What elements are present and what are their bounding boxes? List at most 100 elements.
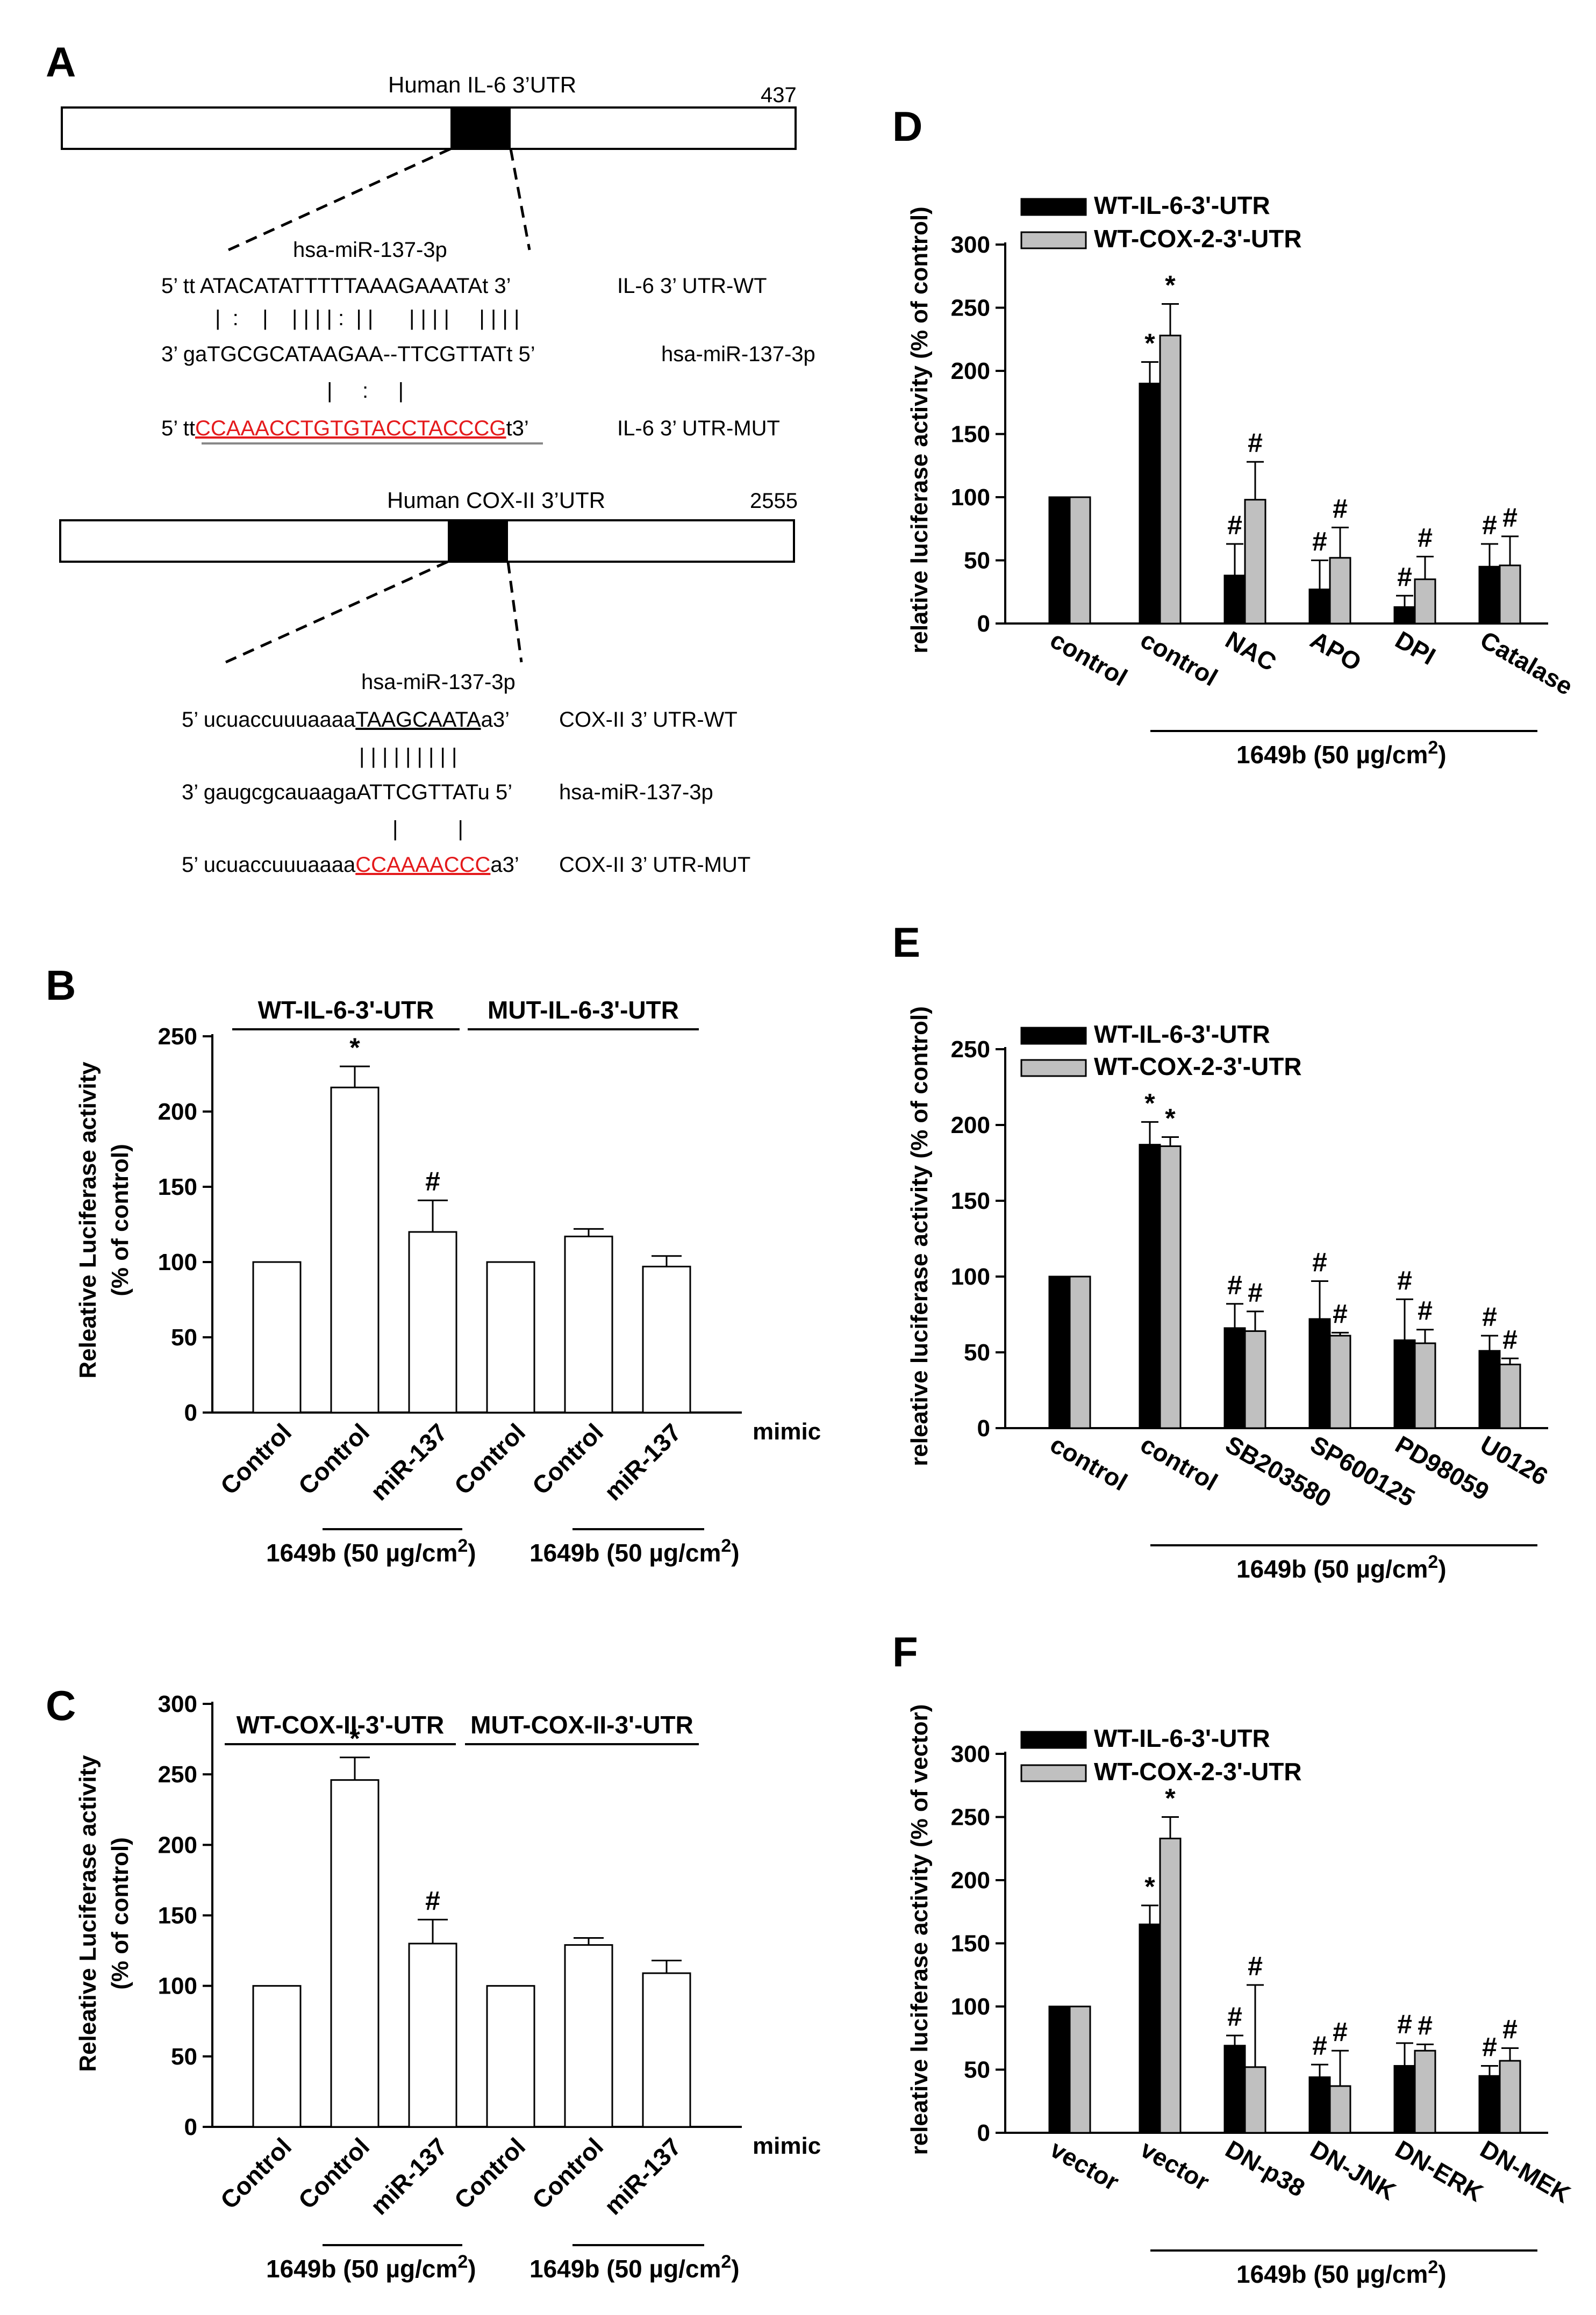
x-tick-label: DN-ERK [1391,2135,1488,2207]
legend-label-il6: WT-IL-6-3'-UTR [1094,1724,1270,1752]
y-tick-label: 250 [951,1804,990,1831]
il6-wt-label: IL-6 3’ UTR-WT [617,274,767,298]
y-tick-label: 150 [951,421,990,448]
x-tick-label: DN-p38 [1221,2135,1309,2203]
bar-cox2-dn-jnk [1329,2085,1351,2134]
bar-control [486,1261,535,1414]
y-tick-label: 250 [951,295,990,321]
panel-c-chart: C 0 50 100 150 200 250 300 Releative Luciferase … [46,1682,821,2283]
y-tick-label: 150 [158,1903,197,1929]
cox-zoom-line-left [225,560,449,664]
panel-f-chart: F 0 50 100 150 200 250 300 releative luciferase … [892,1628,1575,2288]
y-tick-label: 300 [951,232,990,258]
y-axis-label-line: (% of control) [107,1837,133,1990]
bar-il6-dpi [1393,606,1416,625]
panel-letter-e: E [892,919,920,966]
panel-d-chart: D 0 50 100 150 200 250 300 relative luciferase a… [892,103,1578,769]
treatment-superscript: 2 [457,2252,468,2272]
treatment-close: ) [1438,1555,1446,1583]
bar-cox2-dpi [1414,578,1436,625]
x-tick-label: Control [293,1418,375,1500]
significance-hash: # [1482,2032,1497,2062]
il6-wt-pairing: | : | | | | | : | | | | | | | | | | [215,306,519,330]
significance-hash: # [1502,1324,1518,1354]
x-tick-label: Control [293,2132,375,2214]
y-tick-label: 100 [158,1249,197,1275]
significance-hash: # [1227,1270,1242,1300]
cox-mut-sequence: 5’ ucuaccuuuaaaaCCAAAACCCa3’ [182,853,519,877]
significance-hash: # [1333,493,1348,524]
significance-asterisk: * [349,1033,360,1063]
cox-mirna-label: hsa-miR-137-3p [361,670,516,694]
y-tick-label: 0 [977,1415,990,1442]
bar-cox2-sp600125 [1329,1335,1351,1429]
cox-mut-label: COX-II 3’ UTR-MUT [559,853,750,877]
x-tick-label: Control [215,2132,297,2214]
bar-control [252,1985,302,2128]
bar-il6-vector [1139,1923,1161,2134]
legend-label-il6: WT-IL-6-3'-UTR [1094,1020,1270,1048]
bar-il6-vector [1048,2005,1071,2134]
bar-mir-137 [642,1972,691,2128]
significance-hash: # [1312,527,1327,557]
x-tick-label: DN-MEK [1476,2135,1575,2209]
cox-utr-length: 2555 [750,489,798,513]
bar-cox2-control [1069,1275,1091,1429]
panel-letter-c: C [46,1682,76,1729]
treatment-label: 1649b (50 µg/cm2) [1236,737,1447,769]
significance-hash: # [1418,1296,1433,1326]
bar-cox2-control [1069,496,1091,625]
il6-mut-pairing: | : | [327,379,404,403]
treatment-text: 1649b (50 µg/cm [529,1539,721,1567]
treatment-close: ) [731,2255,739,2283]
treatment-superscript: 2 [721,1536,731,1556]
y-tick-label: 200 [951,1112,990,1138]
treatment-superscript: 2 [721,2252,731,2272]
significance-hash: # [1333,1299,1348,1329]
bar-cox2-apo [1329,557,1351,625]
bar-cox2-control [1159,1145,1182,1429]
significance-hash: # [1482,510,1497,540]
cox-utr-bar [59,519,795,563]
treatment-label: 1649b (50 µg/cm2) [529,1536,740,1567]
bar-il6-dn-p38 [1223,2045,1246,2134]
treatment-text: 1649b (50 µg/cm [1236,741,1428,769]
bar-control [330,1086,380,1414]
bar-il6-catalase [1478,565,1501,625]
bar-cox2-u0126 [1499,1364,1521,1429]
bar-il6-sp600125 [1308,1318,1331,1429]
legend-swatch-il6 [1020,198,1087,216]
legend-label-cox2: WT-COX-2-3'-UTR [1094,1758,1302,1786]
cox-wt-sequence: 5’ ucuaccuuuaaaaTAAGCAATAa3’ [182,708,510,732]
y-tick-label: 50 [171,2044,197,2070]
x-tick-label: control [1046,626,1132,692]
bar-cox2-control [1159,334,1182,625]
cox-wt-label: COX-II 3’ UTR-WT [559,708,738,732]
significance-hash: # [1248,1951,1263,1981]
significance-hash: # [425,1886,440,1916]
bar-cox2-dn-p38 [1244,2066,1266,2134]
significance-hash: # [1502,503,1518,533]
y-axis-label: releative luciferase activity (% of cont… [906,1006,933,1466]
bar-cox2-dn-erk [1414,2049,1436,2134]
y-axis-label-line: relative luciferase activity (% of contr… [906,206,933,653]
bar-mir-137 [642,1265,691,1414]
significance-asterisk: * [1144,1872,1155,1902]
y-tick-label: 0 [977,611,990,637]
y-axis-label: relative luciferase activity (% of contr… [906,206,933,653]
significance-asterisk: * [1165,270,1176,300]
group-header: MUT-COX-II-3'-UTR [470,1711,693,1739]
cox-mir-sequence: 3’ gaugcgcauaagaATTCGTTATu 5’ [182,780,512,804]
bar-il6-u0126 [1478,1350,1501,1429]
il6-zoom-line-left [227,147,452,252]
x-tick-label: DN-JNK [1306,2135,1400,2206]
treatment-close: ) [731,1539,739,1567]
x-tick-label: miR-137 [599,1418,686,1506]
significance-hash: # [1418,2011,1433,2041]
bar-il6-pd98059 [1393,1339,1416,1429]
bar-cox2-nac [1244,499,1266,625]
treatment-label: 1649b (50 µg/cm2) [266,1536,476,1567]
significance-asterisk: * [1165,1103,1176,1134]
x-tick-label: vector [1136,2135,1214,2196]
x-tick-label: Control [449,2132,531,2214]
